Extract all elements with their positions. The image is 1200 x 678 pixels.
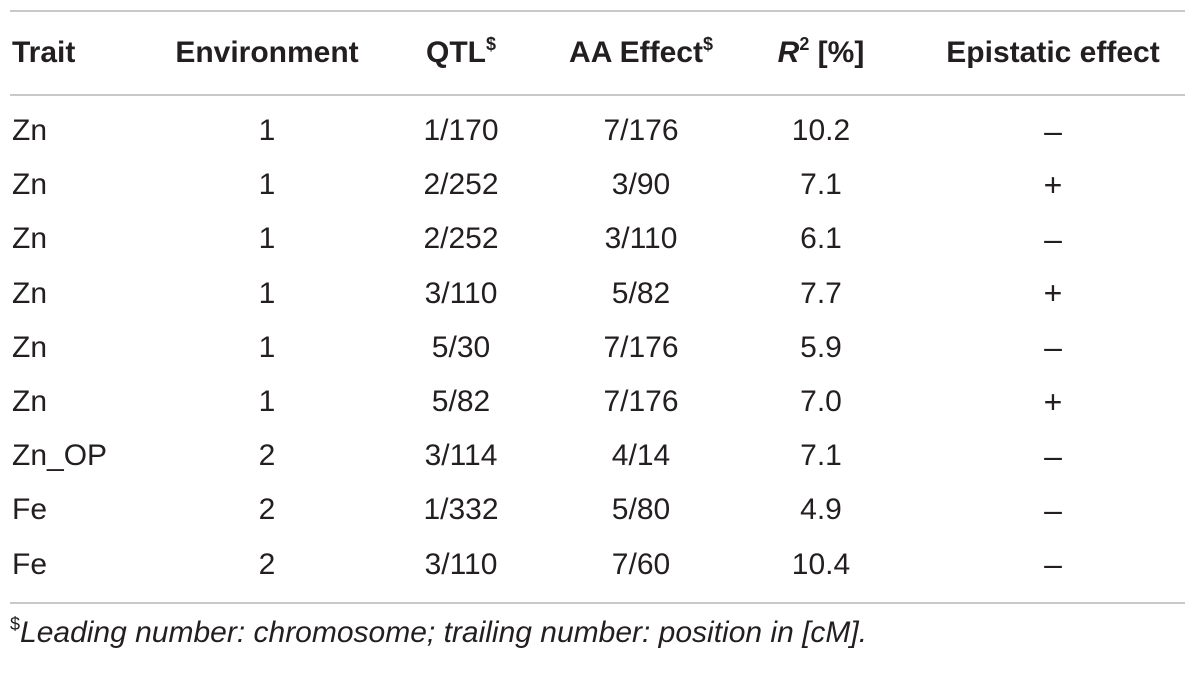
cell-qtl: 3/114	[424, 439, 498, 473]
cell-aa-effect: 7/60	[611, 547, 671, 581]
header-r-squared-exponent: 2	[799, 34, 810, 54]
header-epistatic-effect: Epistatic effect	[946, 36, 1160, 69]
cell-aa-effect: 7/176	[603, 330, 679, 364]
epistatic-qtl-table: Trait Environment QTL$ AA Effect$ R2 [%]…	[0, 10, 1200, 592]
header-qtl: QTL$	[425, 34, 496, 69]
cell-environment: 2	[258, 547, 276, 581]
cell-environment: 2	[258, 493, 276, 527]
cell-trait: Zn	[12, 276, 48, 310]
cell-r-squared: 4.9	[800, 493, 842, 527]
cell-trait: Zn	[12, 330, 48, 364]
table-header-row: Trait Environment QTL$ AA Effect$ R2 [%]…	[0, 10, 1200, 96]
cell-trait: Zn	[12, 168, 48, 202]
cell-qtl: 1/332	[423, 493, 499, 527]
table-bottom-rule	[10, 602, 1185, 604]
cell-environment: 1	[258, 276, 276, 310]
table-row: Zn 1 1/170 7/176 10.2 –	[0, 96, 1200, 158]
header-r-squared: R2 [%]	[777, 34, 865, 69]
cell-trait: Zn	[12, 222, 48, 256]
cell-epistatic-effect: +	[1043, 275, 1063, 312]
header-aa-footnote-marker: $	[702, 34, 713, 54]
table-row: Zn 1 3/110 5/82 7.7 +	[0, 267, 1200, 321]
cell-aa-effect: 3/90	[611, 168, 671, 202]
table-header-rule	[10, 94, 1185, 96]
cell-aa-effect: 5/82	[611, 276, 671, 310]
cell-qtl: 3/110	[424, 276, 498, 310]
cell-aa-effect: 4/14	[611, 439, 671, 473]
cell-r-squared: 7.1	[800, 168, 842, 202]
cell-aa-effect: 7/176	[603, 385, 679, 419]
cell-r-squared: 6.1	[800, 222, 842, 256]
header-aa-effect: AA Effect$	[569, 34, 713, 69]
table-row: Fe 2 3/110 7/60 10.4 –	[0, 538, 1200, 592]
cell-qtl: 2/252	[423, 168, 499, 202]
table-row: Fe 2 1/332 5/80 4.9 –	[0, 483, 1200, 537]
table-row: Zn 1 5/82 7/176 7.0 +	[0, 375, 1200, 429]
cell-qtl: 3/110	[424, 547, 498, 581]
cell-qtl: 5/30	[431, 330, 491, 364]
cell-qtl: 5/82	[431, 385, 491, 419]
cell-epistatic-effect: –	[1044, 112, 1062, 149]
table-row: Zn 1 5/30 7/176 5.9 –	[0, 321, 1200, 375]
cell-qtl: 2/252	[423, 222, 499, 256]
cell-environment: 1	[258, 168, 276, 202]
cell-r-squared: 5.9	[800, 330, 842, 364]
cell-trait: Zn_OP	[12, 439, 108, 473]
cell-aa-effect: 7/176	[603, 114, 679, 148]
cell-epistatic-effect: –	[1044, 329, 1062, 366]
cell-epistatic-effect: –	[1044, 546, 1062, 583]
header-qtl-footnote-marker: $	[485, 34, 496, 54]
cell-r-squared: 10.4	[791, 547, 851, 581]
cell-trait: Fe	[12, 493, 48, 527]
cell-qtl: 1/170	[423, 114, 499, 148]
cell-environment: 1	[258, 222, 276, 256]
cell-trait: Fe	[12, 547, 48, 581]
header-environment: Environment	[175, 36, 359, 69]
cell-aa-effect: 5/80	[611, 493, 671, 527]
cell-r-squared: 7.0	[800, 385, 842, 419]
cell-epistatic-effect: –	[1044, 220, 1062, 257]
cell-trait: Zn	[12, 114, 48, 148]
table-body: Zn 1 1/170 7/176 10.2 – Zn 1 2/252 3/90 7.1 + Zn 1 2/2…	[0, 96, 1200, 592]
cell-epistatic-effect: +	[1043, 166, 1063, 203]
cell-r-squared: 7.1	[800, 439, 842, 473]
cell-epistatic-effect: +	[1043, 383, 1063, 420]
cell-environment: 1	[258, 385, 276, 419]
cell-environment: 1	[258, 114, 276, 148]
cell-epistatic-effect: –	[1044, 437, 1062, 474]
cell-aa-effect: 3/110	[604, 222, 678, 256]
cell-trait: Zn	[12, 385, 48, 419]
cell-r-squared: 10.2	[791, 114, 851, 148]
table-footnote: $Leading number: chromosome; trailing nu…	[10, 614, 868, 650]
cell-environment: 2	[258, 439, 276, 473]
header-trait: Trait	[12, 36, 76, 69]
table-row: Zn 1 2/252 3/110 6.1 –	[0, 212, 1200, 266]
cell-r-squared: 7.7	[800, 276, 842, 310]
footnote-text: Leading number: chromosome; trailing num…	[20, 616, 868, 649]
cell-epistatic-effect: –	[1044, 491, 1062, 528]
footnote-marker: $	[10, 614, 21, 634]
table-top-rule	[10, 10, 1185, 12]
table-row: Zn 1 2/252 3/90 7.1 +	[0, 158, 1200, 212]
cell-environment: 1	[258, 330, 276, 364]
table-row: Zn_OP 2 3/114 4/14 7.1 –	[0, 429, 1200, 483]
